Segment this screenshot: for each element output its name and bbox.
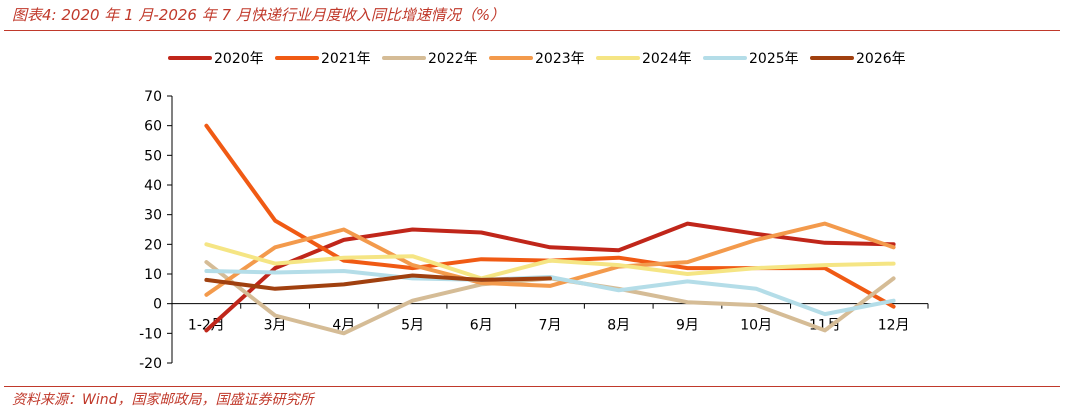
chart-series xyxy=(204,123,896,336)
legend-label: 2024年 xyxy=(642,51,692,67)
y-tick-label: 10 xyxy=(144,267,162,283)
x-tick-label: 11月 xyxy=(809,318,841,334)
top-rule xyxy=(4,30,1060,31)
legend-label: 2025年 xyxy=(749,51,799,67)
legend-label: 2021年 xyxy=(321,51,371,67)
legend-label: 2020年 xyxy=(214,51,264,67)
x-tick-label: 10月 xyxy=(740,318,772,334)
line-chart: 2020年 2021年 2022年 2023年 2024年 2025年 2026年 -20 -… xyxy=(139,51,929,372)
y-tick-label: -20 xyxy=(139,356,162,372)
figure-title: 图表4: 2020 年 1 月-2026 年 7 月快递行业月度收入同比增速情况… xyxy=(12,6,506,24)
y-tick-label: 40 xyxy=(144,178,162,194)
legend-label: 2022年 xyxy=(428,51,478,67)
x-tick-label: 7月 xyxy=(539,318,562,334)
x-tick-label: 12月 xyxy=(878,318,910,334)
x-tick-label: 5月 xyxy=(401,318,424,334)
y-tick-label: 60 xyxy=(144,119,162,135)
x-tick-label: 6月 xyxy=(470,318,493,334)
legend-label: 2023年 xyxy=(535,51,585,67)
x-tick-label: 8月 xyxy=(607,318,630,334)
source-note: 资料来源：Wind，国家邮政局，国盛证券研究所 xyxy=(12,392,314,408)
y-tick-label: 0 xyxy=(153,297,162,313)
x-tick-label: 9月 xyxy=(676,318,699,334)
y-tick-label: 30 xyxy=(144,208,162,224)
series-line-2026年 xyxy=(204,273,552,291)
chart-legend: 2020年 2021年 2022年 2023年 2024年 2025年 2026年 xyxy=(168,51,906,67)
y-tick-label: 70 xyxy=(144,89,162,105)
legend-label: 2026年 xyxy=(856,51,906,67)
x-tick-label: 3月 xyxy=(264,318,287,334)
series-line-2024年 xyxy=(204,242,896,281)
y-tick-label: 50 xyxy=(144,148,162,164)
series-line-2023年 xyxy=(204,221,896,297)
y-tick-label: -10 xyxy=(139,326,162,342)
bottom-rule xyxy=(4,386,1060,387)
y-tick-label: 20 xyxy=(144,237,162,253)
